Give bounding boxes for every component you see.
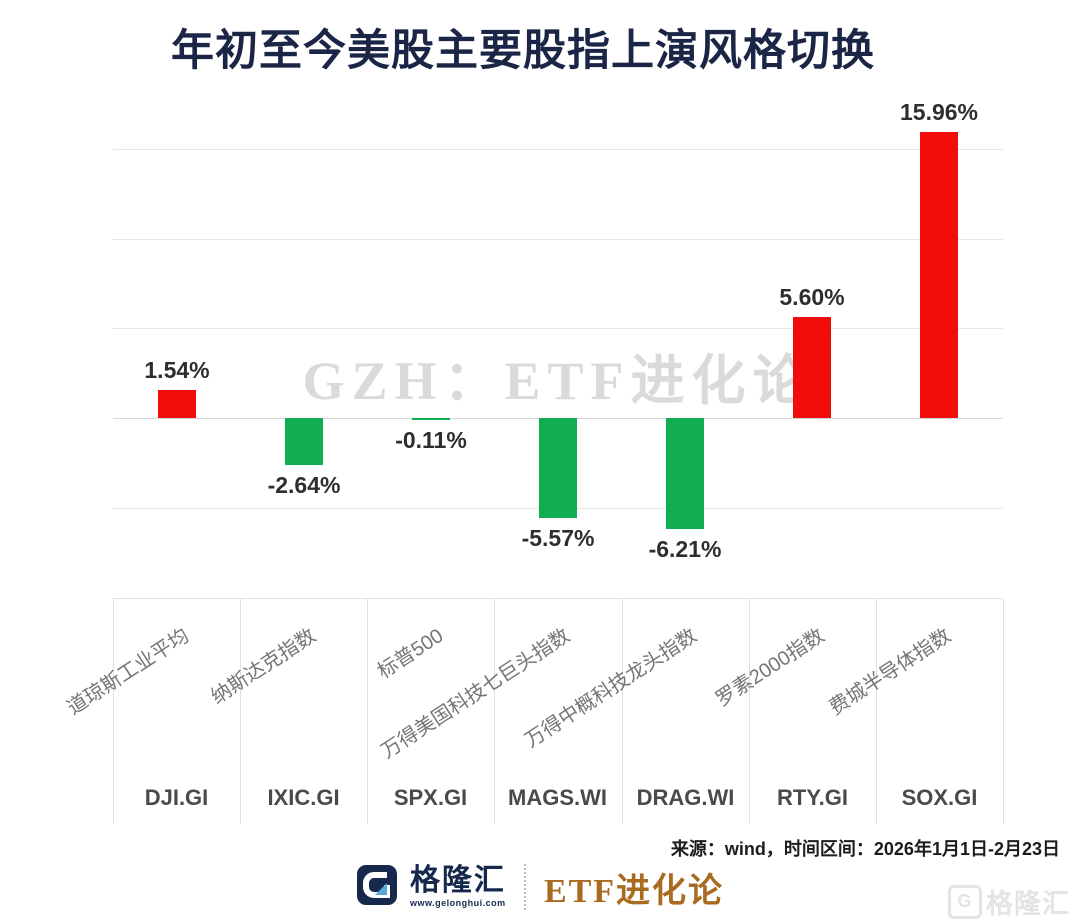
bar-chart-plot: GZH：ETF进化论 1.54% -2.64% -0.11% -5.57% -6.21%… [113,0,1003,599]
code-label-SPX.GI: SPX.GI [393,785,468,810]
source-note: 来源：wind，时间区间：2026年1月1日-2月23日 [670,839,1060,859]
axis-divider [622,599,623,824]
code-label-DRAG.WI: DRAG.WI [636,785,735,810]
brand-url: www.gelonghui.com [409,898,506,908]
gzh-watermark: GZH：ETF进化论 [302,351,814,411]
category-label-SPX.GI: 标普500 [373,624,447,684]
axis-divider [113,599,114,824]
corner-brand-text: 格隆汇 [986,889,1070,919]
bar-IXIC.GI [285,418,323,465]
brand-divider [523,864,526,910]
bar-MAGS.WI [539,418,577,518]
gelonghui-logo-icon [356,864,398,911]
value-label-MAGS.WI: -5.57% [521,525,595,551]
bar-DRAG.WI [666,418,704,529]
corner-watermark-logo: G 格隆汇 [948,882,1070,921]
code-label-RTY.GI: RTY.GI [777,785,848,810]
value-label-SPX.GI: -0.11% [395,427,467,453]
axis-divider [749,599,750,824]
value-label-RTY.GI: 5.60% [779,284,845,310]
chart-title: 年初至今美股主要股指上演风格切换 [171,27,875,75]
axis-divider [1003,599,1004,824]
code-label-MAGS.WI: MAGS.WI [508,785,607,810]
value-label-IXIC.GI: -2.64% [267,472,341,498]
corner-g-icon: G [948,884,982,919]
bar-SOX.GI [920,132,958,418]
brand-channel: ETF进化论 [543,872,725,910]
category-label-RTY.GI: 罗素2000指数 [711,624,828,712]
value-label-SOX.GI: 15.96% [899,99,978,125]
gridline-5pct [113,328,1003,329]
axis-divider [876,599,877,824]
value-label-DRAG.WI: -6.21% [648,536,722,562]
gridline-15pct [113,149,1003,150]
axis-divider [240,599,241,824]
category-label-DJI.GI: 道琼斯工业平均 [63,624,193,720]
bar-SPX.GI [412,418,450,420]
category-label-SOX.GI: 费城半导体指数 [825,624,955,720]
value-label-DJI.GI: 1.54% [144,357,210,383]
gridline-10pct [113,239,1003,240]
code-label-DJI.GI: DJI.GI [144,785,209,810]
code-label-IXIC.GI: IXIC.GI [267,785,340,810]
axis-divider [494,599,495,824]
bar-RTY.GI [793,317,831,418]
axis-divider [367,599,368,824]
bar-DJI.GI [158,390,196,418]
brand-name: 格隆汇 [409,864,506,897]
category-label-IXIC.GI: 纳斯达克指数 [207,624,320,709]
brand-footer: 格隆汇 www.gelonghui.com ETF进化论 [0,856,1080,918]
category-axis: 道琼斯工业平均 DJI.GI 纳斯达克指数 IXIC.GI 标普500 SPX.GI 万得美… [64,598,1004,824]
code-label-SOX.GI: SOX.GI [901,785,978,810]
